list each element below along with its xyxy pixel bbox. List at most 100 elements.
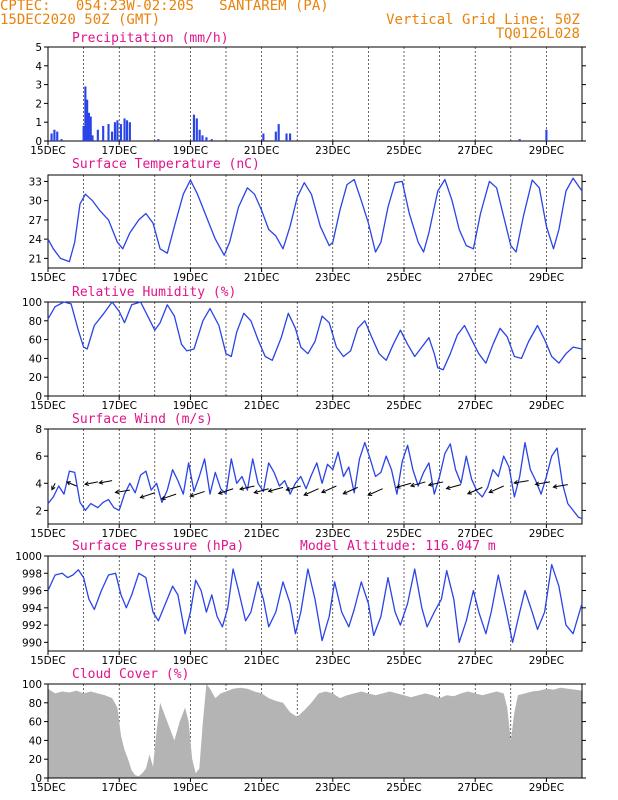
humidity-y-tick-label: 0 — [35, 391, 42, 403]
temperature-x-tick-label: 21DEC — [244, 272, 279, 284]
wind-arrow — [190, 490, 205, 497]
precip-bar — [53, 129, 56, 141]
pressure-series-line — [47, 563, 583, 644]
precipitation-x-tick-label: 17DEC — [101, 145, 136, 157]
station-header: CPTEC: 054:23W-02:20S SANTAREM (PA) — [0, 0, 329, 14]
pressure-y-tick-label: 992 — [22, 620, 42, 632]
precip-bar — [518, 139, 521, 141]
cloud-cover-y-tick-label: 80 — [29, 698, 42, 710]
wind-arrow-head — [552, 484, 558, 489]
precip-bar — [274, 131, 277, 141]
wind-arrow-head — [83, 481, 89, 487]
wind-x-tick-label: 27DEC — [457, 528, 492, 540]
precip-bar — [96, 129, 99, 141]
cloud-cover-y-tick-label: 100 — [22, 679, 42, 691]
humidity-y-tick-label: 20 — [29, 372, 42, 384]
wind-arrow — [553, 484, 568, 488]
wind-arrow-head — [534, 481, 540, 487]
cloud-cover-y-tick-label: 40 — [29, 735, 42, 747]
cloud-cover-x-tick-label: 25DEC — [386, 782, 421, 794]
wind-arrow — [286, 485, 301, 491]
pressure-y-tick-label: 996 — [22, 586, 42, 598]
humidity-x-tick-label: 21DEC — [244, 400, 279, 412]
humidity-y-tick-label: 100 — [22, 297, 42, 309]
wind-x-tick-label: 17DEC — [101, 528, 136, 540]
cloud-cover-y-tick-label: 0 — [35, 773, 42, 785]
wind-arrow — [254, 488, 269, 494]
wind-arrow — [514, 480, 529, 484]
cloud-cover-area — [48, 684, 582, 778]
precip-bar — [82, 125, 85, 141]
precip-bar — [84, 86, 87, 141]
wind-arrow-head — [65, 481, 71, 486]
pressure-title: Surface Pressure (hPa) — [72, 539, 244, 554]
precip-bar — [91, 135, 94, 141]
wind-arrow-head — [342, 490, 348, 495]
wind-arrow — [51, 483, 56, 490]
pressure-x-tick-label: 23DEC — [315, 655, 350, 667]
pressure-annotation: Model Altitude: 116.047 m — [300, 539, 496, 554]
humidity-x-tick-label: 17DEC — [101, 400, 136, 412]
wind-frame — [47, 428, 583, 525]
humidity-x-tick-label: 29DEC — [529, 400, 564, 412]
humidity-panel: 0 20 40 60 80 100 15DEC 17DEC 19DEC 21DEC 23DEC 25D… — [22, 285, 586, 412]
wind-arrow-head — [217, 490, 223, 495]
humidity-x-tick-label: 15DEC — [30, 400, 65, 412]
humidity-frame — [47, 301, 583, 397]
wind-arrow-head — [51, 485, 56, 491]
wind-arrow-head — [320, 488, 326, 494]
wind-arrow-head — [409, 482, 415, 488]
pressure-x-tick-label: 19DEC — [173, 655, 208, 667]
temperature-x-tick-label: 15DEC — [30, 272, 65, 284]
wind-arrow-head — [427, 482, 433, 487]
wind-panel: 2 4 6 8 15DEC 17DEC 19DEC 21DEC 23DEC 25DEC 27DEC 2… — [30, 412, 586, 540]
wind-arrow-head — [189, 492, 195, 498]
wind-y-tick-label: 6 — [35, 451, 42, 463]
precipitation-x-tick-label: 25DEC — [386, 145, 421, 157]
wind-arrow-head — [513, 480, 519, 485]
cloud-cover-y-tick-label: 60 — [29, 717, 42, 729]
precip-bar — [201, 135, 204, 141]
pressure-x-tick-label: 27DEC — [457, 655, 492, 667]
temperature-frame — [47, 174, 583, 269]
pressure-x-tick-label: 25DEC — [386, 655, 421, 667]
wind-arrow-head — [445, 485, 451, 491]
temperature-panel: 21 24 27 30 33 15DEC 17DEC 19DEC 21DEC 23DEC 25DEC… — [29, 157, 586, 284]
wind-arrow-head — [139, 494, 145, 499]
wind-arrow-head — [395, 484, 401, 489]
precip-bar — [262, 133, 265, 141]
precip-bar — [128, 122, 131, 141]
precip-bar — [60, 139, 63, 141]
wind-arrow-head — [114, 489, 120, 495]
wind-arrow — [268, 486, 284, 492]
wind-arrow — [239, 485, 255, 490]
wind-x-tick-label: 19DEC — [173, 528, 208, 540]
temperature-x-tick-label: 17DEC — [101, 272, 136, 284]
precip-bar — [285, 133, 288, 141]
precip-bar — [545, 129, 548, 141]
humidity-title: Relative Humidity (%) — [72, 285, 236, 300]
wind-title: Surface Wind (m/s) — [72, 412, 213, 427]
wind-arrow — [303, 488, 319, 496]
precipitation-y-tick-label: 1 — [35, 117, 42, 129]
temperature-y-tick-label: 30 — [29, 196, 42, 208]
cloud-cover-x-tick-label: 21DEC — [244, 782, 279, 794]
precip-bar — [277, 124, 280, 141]
pressure-panel: 990 992 994 996 998 1000 15DEC 17DEC 19DEC 21DEC 2… — [15, 539, 586, 667]
pressure-x-tick-label: 15DEC — [30, 655, 65, 667]
wind-arrow-head — [253, 489, 259, 495]
temperature-y-tick-label: 27 — [29, 215, 42, 227]
wind-x-tick-label: 25DEC — [386, 528, 421, 540]
precip-bar — [86, 99, 89, 141]
cloud-cover-x-tick-label: 23DEC — [315, 782, 350, 794]
wind-arrow — [343, 486, 358, 495]
wind-y-tick-label: 2 — [35, 505, 42, 517]
humidity-x-tick-label: 25DEC — [386, 400, 421, 412]
pressure-y-tick-label: 1000 — [15, 551, 42, 563]
wind-y-tick-label: 8 — [35, 424, 42, 436]
wind-arrow — [446, 484, 462, 490]
wind-arrow — [489, 485, 504, 493]
humidity-x-tick-label: 19DEC — [173, 400, 208, 412]
cloud-cover-frame-top — [47, 683, 583, 779]
precipitation-x-tick-label: 15DEC — [30, 145, 65, 157]
